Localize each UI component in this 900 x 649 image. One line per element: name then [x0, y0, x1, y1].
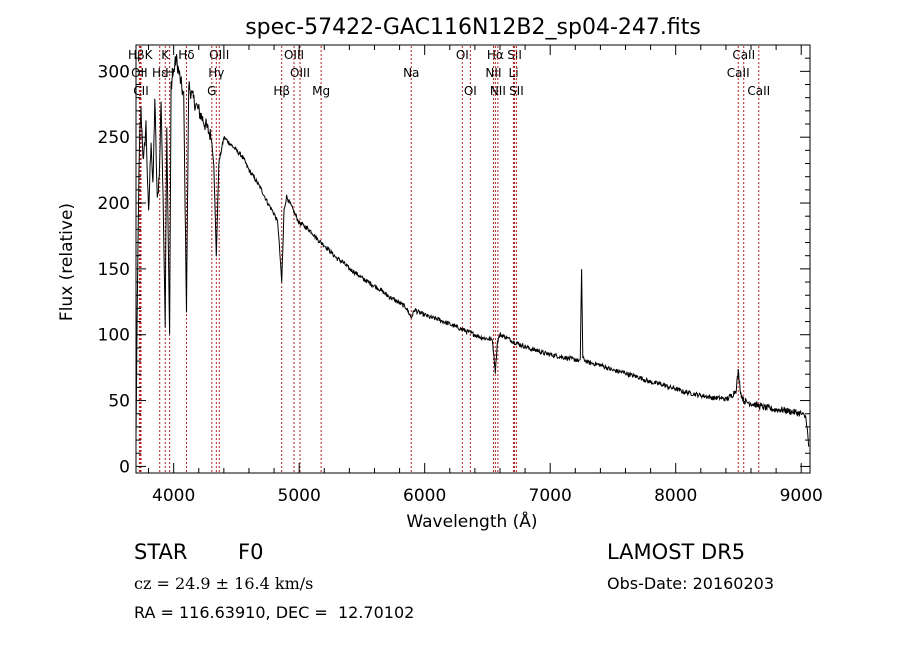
object-class: STAR — [134, 540, 188, 564]
y-tick-label: 200 — [98, 194, 130, 214]
redshift-velocity: cz = 24.9 ± 16.4 km/s — [134, 574, 314, 593]
line-label: Li — [509, 66, 519, 80]
line-label: Hβ — [273, 84, 290, 98]
line-label: H — [165, 66, 174, 80]
y-tick-label: 50 — [108, 392, 130, 412]
observation-date: Obs-Date: 20160203 — [607, 574, 775, 593]
object-subclass: F0 — [238, 540, 264, 564]
y-tick-label: 150 — [98, 260, 130, 280]
line-label: K — [161, 48, 170, 62]
x-tick-label: 7000 — [529, 486, 572, 506]
line-label: OI — [464, 84, 477, 98]
line-label: CII — [133, 84, 148, 98]
chart-title: spec-57422-GAC116N12B2_sp04-247.fits — [245, 15, 701, 40]
y-axis-label: Flux (relative) — [57, 203, 77, 321]
line-label: OIII — [284, 48, 304, 62]
line-label: NII — [490, 84, 506, 98]
line-label: OII — [131, 66, 148, 80]
line-label: Hε — [152, 66, 168, 80]
plot-area — [135, 44, 811, 474]
y-tick-label: 300 — [98, 62, 130, 82]
y-tick-label: 0 — [119, 457, 130, 477]
line-label: Hα — [487, 48, 504, 62]
y-tick-label: 100 — [98, 326, 130, 346]
x-axis-label: Wavelength (Å) — [406, 510, 537, 532]
axis-ticks: 4000 5000 6000 7000 8000 9000 0 50 100 150 200 250 3… — [98, 45, 823, 506]
line-label: SII — [509, 84, 524, 98]
line-label: G — [207, 84, 216, 98]
line-label: CaII — [727, 66, 750, 80]
line-label: SII — [507, 48, 522, 62]
survey-name: LAMOST DR5 — [607, 540, 746, 564]
line-label: OI — [456, 48, 469, 62]
y-tick-label: 250 — [98, 128, 130, 148]
line-label: Hγ — [208, 66, 224, 80]
line-label: NII — [485, 66, 501, 80]
line-label: Hδ — [178, 48, 194, 62]
x-tick-label: 4000 — [152, 486, 195, 506]
coordinates: RA = 116.63910, DEC = 12.70102 — [134, 603, 415, 622]
x-tick-label: 8000 — [654, 486, 697, 506]
line-label: OIII — [209, 48, 229, 62]
line-label: CaII — [732, 48, 755, 62]
spectrum-line — [135, 54, 810, 447]
line-label: Mg — [312, 84, 330, 98]
plot-frame — [135, 44, 811, 474]
line-label: Na — [403, 66, 419, 80]
line-label: CaII — [747, 84, 770, 98]
line-label: OIII — [290, 66, 310, 80]
x-tick-label: 9000 — [780, 486, 823, 506]
x-tick-label: 6000 — [403, 486, 446, 506]
x-tick-label: 5000 — [278, 486, 321, 506]
